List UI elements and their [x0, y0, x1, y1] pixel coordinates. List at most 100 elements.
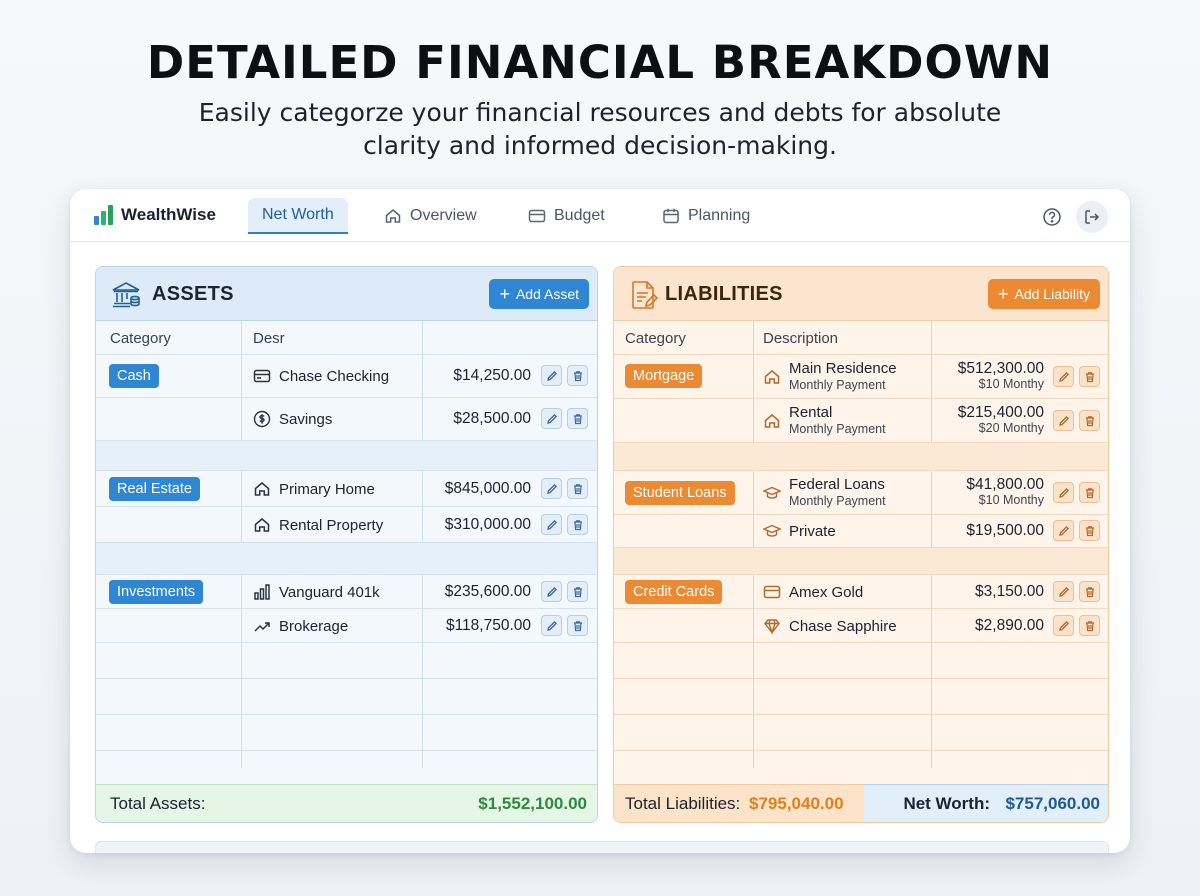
table-row[interactable]: Real Estate Primary Home $845,000.00 — [96, 471, 597, 507]
category-badge[interactable]: Cash — [109, 364, 159, 388]
delete-button[interactable] — [567, 408, 588, 429]
pencil-icon — [546, 586, 557, 597]
total-liabilities-cell: Total Liabilities: $795,040.00 — [614, 784, 864, 822]
category-badge[interactable]: Credit Cards — [625, 580, 723, 604]
delete-button[interactable] — [567, 478, 588, 499]
total-liabilities-value: $795,040.00 — [749, 794, 844, 813]
net-worth-value: $757,060.00 — [1005, 794, 1100, 813]
row-description: Chase Checking — [253, 367, 389, 385]
trash-icon — [1085, 371, 1094, 382]
group-spacer — [96, 543, 597, 575]
table-row[interactable]: Brokerage $118,750.00 — [96, 609, 597, 643]
add-asset-button[interactable]: + Add Asset — [489, 279, 589, 309]
table-row[interactable]: Chase Sapphire $2,890.00 — [614, 609, 1108, 643]
delete-button[interactable] — [1079, 581, 1100, 602]
edit-button[interactable] — [541, 365, 562, 386]
table-row[interactable]: Private $19,500.00 — [614, 515, 1108, 548]
table-row[interactable]: Investments Vanguard 401k $235,600.00 — [96, 575, 597, 609]
amount: $14,250.00 — [453, 367, 531, 384]
tab-budget[interactable]: Budget — [514, 198, 619, 234]
dollar-circle-icon — [253, 410, 271, 428]
trash-icon — [573, 519, 582, 530]
delete-button[interactable] — [1079, 366, 1100, 387]
delete-button[interactable] — [567, 615, 588, 636]
tab-overview[interactable]: Overview — [370, 198, 491, 234]
liabilities-title: LIABILITIES — [665, 283, 783, 305]
graduation-cap-icon — [763, 524, 781, 537]
amount: $512,300.00 — [957, 360, 1044, 377]
edit-button[interactable] — [541, 581, 562, 602]
row-actions — [541, 408, 588, 429]
category-badge[interactable]: Student Loans — [625, 481, 735, 505]
edit-button[interactable] — [1053, 615, 1074, 636]
graduation-cap-icon — [763, 486, 781, 499]
table-row[interactable]: Mortgage Main Residence Monthly Payment $… — [614, 355, 1108, 399]
edit-button[interactable] — [1053, 410, 1074, 431]
trash-icon — [573, 483, 582, 494]
amount: $41,800.00 — [966, 476, 1044, 493]
app-logo[interactable]: WealthWise — [94, 205, 216, 225]
amount-subtext: $10 Monthy — [978, 493, 1044, 507]
edit-button[interactable] — [1053, 482, 1074, 503]
delete-button[interactable] — [567, 514, 588, 535]
description-text: Private — [789, 522, 836, 540]
hero-subtitle: Easily categorze your financial resource… — [198, 98, 1002, 160]
row-actions — [1053, 482, 1100, 503]
edit-button[interactable] — [541, 478, 562, 499]
total-assets-label: Total Assets: — [110, 794, 206, 813]
edit-button[interactable] — [1053, 581, 1074, 602]
empty-row — [614, 643, 1108, 679]
row-description: Private — [763, 522, 836, 540]
assets-total-bar: Total Assets: $1,552,100.00 — [96, 784, 597, 822]
trash-icon — [1085, 586, 1094, 597]
row-actions — [1053, 581, 1100, 602]
description-subtext: Monthly Payment — [789, 422, 886, 436]
category-badge[interactable]: Mortgage — [625, 364, 703, 388]
row-actions — [541, 514, 588, 535]
liabilities-column-header: Category Description — [614, 321, 1108, 355]
tab-label: Overview — [410, 207, 477, 224]
row-actions — [541, 615, 588, 636]
delete-button[interactable] — [567, 581, 588, 602]
edit-button[interactable] — [1053, 366, 1074, 387]
description-text: Amex Gold — [789, 583, 864, 601]
trash-icon — [573, 586, 582, 597]
table-row[interactable]: Student Loans Federal Loans Monthly Payme… — [614, 471, 1108, 515]
add-liability-button[interactable]: + Add Liability — [987, 279, 1100, 309]
table-row[interactable]: Rental Property $310,000.00 — [96, 507, 597, 543]
delete-button[interactable] — [1079, 410, 1100, 431]
help-button[interactable] — [1036, 201, 1068, 233]
category-badge[interactable]: Real Estate — [109, 477, 200, 501]
row-description: Federal Loans Monthly Payment — [763, 476, 886, 510]
help-icon — [1043, 208, 1061, 226]
amount: $28,500.00 — [453, 410, 531, 427]
description-text: Main Residence — [789, 360, 897, 377]
delete-button[interactable] — [567, 365, 588, 386]
logout-button[interactable] — [1076, 201, 1108, 233]
amount: $2,890.00 — [975, 617, 1044, 634]
pencil-icon — [1058, 415, 1069, 426]
delete-button[interactable] — [1079, 520, 1100, 541]
edit-button[interactable] — [541, 408, 562, 429]
tab-net-worth[interactable]: Net Worth — [248, 198, 348, 234]
pencil-icon — [1058, 525, 1069, 536]
row-actions — [1053, 366, 1100, 387]
delete-button[interactable] — [1079, 482, 1100, 503]
edit-button[interactable] — [1053, 520, 1074, 541]
empty-row — [96, 679, 597, 715]
table-row[interactable]: Savings $28,500.00 — [96, 398, 597, 441]
edit-button[interactable] — [541, 615, 562, 636]
table-row[interactable]: Credit Cards Amex Gold $3,150.00 — [614, 575, 1108, 609]
table-row[interactable]: Cash Chase Checking $14,250.00 — [96, 355, 597, 398]
amount-subtext: $20 Monthy — [978, 421, 1044, 435]
pencil-icon — [546, 620, 557, 631]
document-icon — [632, 281, 659, 309]
delete-button[interactable] — [1079, 615, 1100, 636]
category-badge[interactable]: Investments — [109, 580, 204, 604]
amount: $235,600.00 — [444, 583, 531, 600]
edit-button[interactable] — [541, 514, 562, 535]
table-row[interactable]: Rental Monthly Payment $215,400.00 $20 Mo… — [614, 399, 1108, 443]
tab-planning[interactable]: Planning — [648, 198, 764, 234]
assets-title: ASSETS — [152, 283, 234, 305]
amount: $215,400.00 — [957, 404, 1044, 421]
